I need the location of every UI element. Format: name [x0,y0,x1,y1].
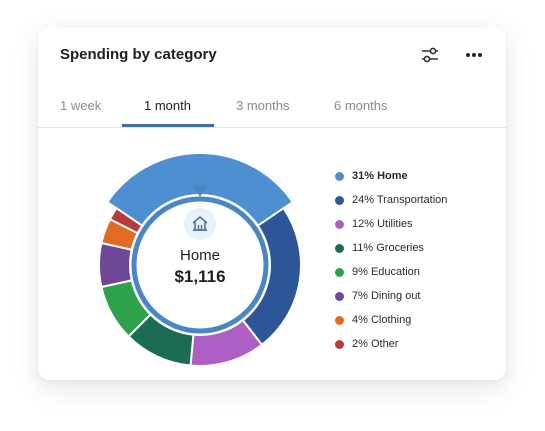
legend-dot [335,315,344,325]
selected-category-label: Home [179,247,220,264]
legend-item-home[interactable]: 31% Home [335,164,447,188]
legend-item-utilities[interactable]: 12% Utilities [335,212,447,236]
legend-item-transportation[interactable]: 24% Transportation [335,188,447,212]
active-tab-indicator [122,124,214,127]
tab-3-months[interactable]: 3 months [236,98,290,113]
legend-label: 9% Education [352,266,420,278]
legend-dot [335,195,344,205]
legend-item-groceries[interactable]: 11% Groceries [335,236,447,260]
chart-legend: 31% Home 24% Transportation 12% Utilities 1… [335,164,447,356]
donut-slice-other[interactable] [108,206,144,235]
more-horizontal-icon [466,53,482,57]
sliders-icon [422,47,438,63]
legend-label: 4% Clothing [352,314,412,326]
legend-dot [335,243,344,253]
legend-item-other[interactable]: 2% Other [335,332,447,356]
legend-dot [335,339,344,349]
legend-label: 7% Dining out [352,290,421,302]
legend-item-dining-out[interactable]: 7% Dining out [335,284,447,308]
legend-label: 31% Home [352,170,408,182]
legend-label: 12% Utilities [352,218,413,230]
legend-label: 2% Other [352,338,399,350]
legend-dot [335,219,344,229]
legend-dot [335,171,344,181]
tab-6-months[interactable]: 6 months [334,98,388,113]
tab-1-month[interactable]: 1 month [144,98,191,113]
home-icon [192,216,208,231]
legend-label: 24% Transportation [352,194,448,206]
legend-dot [335,291,344,301]
card-title: Spending by category [60,46,217,63]
legend-item-education[interactable]: 9% Education [335,260,447,284]
selected-category-amount: $1,116 [174,267,226,286]
spending-card: Spending by category 1 week 1 month 3 mo… [38,27,506,380]
legend-item-clothing[interactable]: 4% Clothing [335,308,447,332]
selection-pointer [193,185,207,197]
filter-button[interactable] [416,41,444,69]
more-options-button[interactable] [460,41,488,69]
home-category-badge [184,208,216,240]
legend-dot [335,267,344,277]
tab-1-week[interactable]: 1 week [60,98,102,113]
spending-donut-chart [98,152,302,367]
donut-inner-ring [131,196,269,334]
legend-label: 11% Groceries [352,242,424,254]
period-tabs: 1 week 1 month 3 months 6 months [38,89,506,128]
